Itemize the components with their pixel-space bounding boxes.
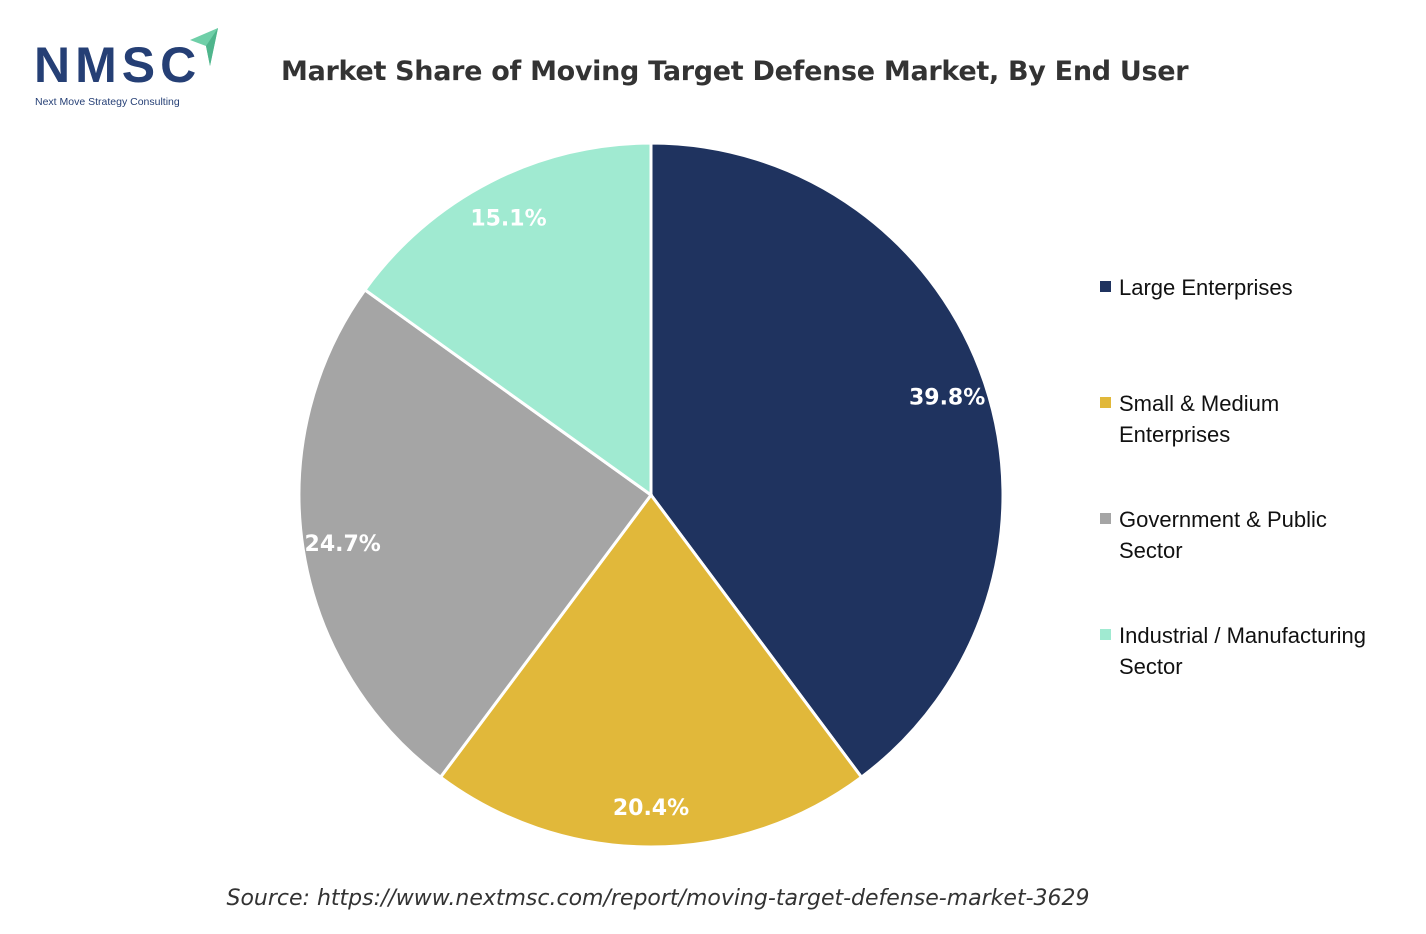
legend-label: Large Enterprises — [1119, 275, 1293, 300]
data-label: 39.8% — [909, 386, 985, 411]
data-label: 24.7% — [305, 532, 381, 557]
pie-slice-3 — [362, 141, 653, 498]
legend-item-industrial-manufacturing-sector: Industrial / Manufacturing Sector — [1100, 620, 1420, 682]
logo-text: NMSC — [34, 37, 202, 93]
pie-slice-0 — [649, 141, 1005, 780]
source-note: Source: https://www.nextmsc.com/report/m… — [226, 886, 1090, 911]
legend-swatch — [1100, 513, 1111, 524]
legend-item-large-enterprises: Large Enterprises — [1100, 272, 1420, 303]
nmsc-logo: NMSC Next Move Strategy Consulting — [30, 28, 230, 112]
pie-slice-1 — [438, 492, 864, 849]
data-label: 20.4% — [613, 796, 689, 821]
paper-plane-icon — [190, 28, 218, 66]
legend-swatch — [1100, 629, 1111, 640]
legend-label: Industrial / Manufacturing Sector — [1119, 623, 1367, 679]
legend-label: Government & Public Sector — [1119, 507, 1327, 563]
logo-subtitle: Next Move Strategy Consulting — [35, 96, 180, 108]
data-label: 15.1% — [470, 206, 546, 231]
legend-item-government-public-sector: Government & Public Sector — [1100, 504, 1420, 566]
legend-item-small-medium-enterprises: Small & Medium Enterprises — [1100, 388, 1420, 450]
pie-slice-2 — [297, 287, 654, 780]
legend-swatch — [1100, 397, 1111, 408]
legend-swatch — [1100, 281, 1111, 292]
legend-label: Small & Medium Enterprises — [1119, 391, 1280, 447]
chart-title: Market Share of Moving Target Defense Ma… — [281, 56, 1189, 87]
